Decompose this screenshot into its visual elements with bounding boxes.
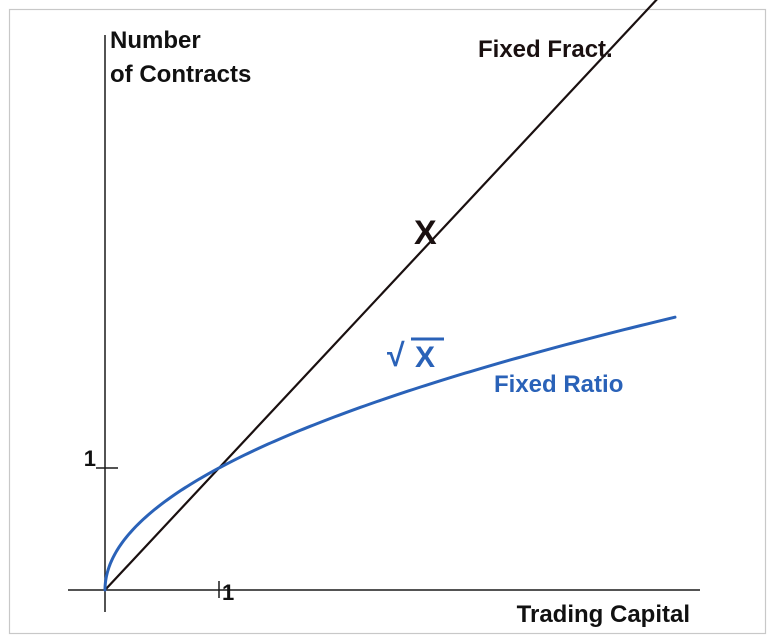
sqrt-symbol: √ bbox=[387, 337, 405, 373]
y-axis-label-line-2: of Contracts bbox=[110, 61, 251, 88]
series-name-fixed-fract: Fixed Fract. bbox=[478, 36, 613, 63]
series-formula-fixed-fract: X bbox=[414, 214, 437, 252]
series-line-fixed-ratio bbox=[103, 315, 677, 592]
y-axis-label-line-1: Number bbox=[110, 27, 201, 54]
figure-border bbox=[8, 8, 767, 635]
chart-marks bbox=[103, 0, 677, 592]
series-formula-fixed-ratio: X bbox=[415, 341, 435, 374]
series-name-fixed-ratio: Fixed Ratio bbox=[494, 371, 623, 398]
x-axis-label: Trading Capital bbox=[517, 601, 690, 628]
y-tick-label-1: 1 bbox=[84, 446, 96, 471]
series-line-fixed-fract bbox=[103, 0, 658, 592]
x-tick-label-1: 1 bbox=[222, 580, 234, 605]
